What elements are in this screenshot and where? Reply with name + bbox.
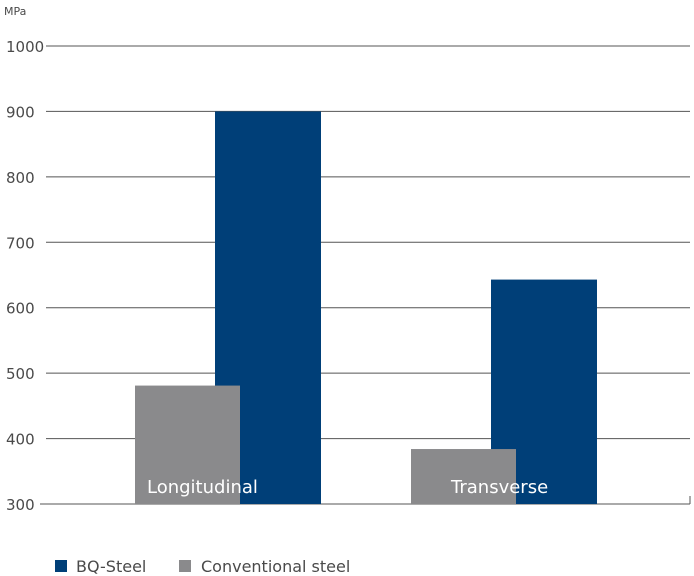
y-tick-label-400: 400 bbox=[6, 431, 35, 449]
legend-label-bq-steel: BQ-Steel bbox=[76, 557, 146, 576]
y-tick-labels: 1000 900 800 700 600 500 400 300 bbox=[6, 38, 44, 514]
bars bbox=[135, 111, 597, 504]
bar-conventional-longitudinal bbox=[135, 385, 240, 504]
legend-swatch-conventional-steel bbox=[179, 560, 191, 572]
legend-swatch-bq-steel bbox=[55, 560, 67, 572]
y-tick-label-1000: 1000 bbox=[6, 38, 44, 56]
bar-conventional-transverse bbox=[411, 449, 516, 504]
y-tick-label-300: 300 bbox=[6, 496, 35, 514]
y-tick-label-500: 500 bbox=[6, 365, 35, 383]
y-tick-label-900: 900 bbox=[6, 103, 35, 121]
category-labels: Longitudinal Transverse bbox=[147, 477, 548, 498]
legend: BQ-Steel Conventional steel bbox=[55, 557, 350, 576]
category-label-longitudinal: Longitudinal bbox=[147, 477, 258, 498]
category-label-transverse: Transverse bbox=[450, 477, 548, 498]
y-tick-label-600: 600 bbox=[6, 300, 35, 318]
legend-label-conventional-steel: Conventional steel bbox=[201, 557, 350, 576]
y-tick-label-700: 700 bbox=[6, 234, 35, 252]
y-tick-label-800: 800 bbox=[6, 169, 35, 187]
y-axis-unit-label: MPa bbox=[4, 5, 26, 18]
